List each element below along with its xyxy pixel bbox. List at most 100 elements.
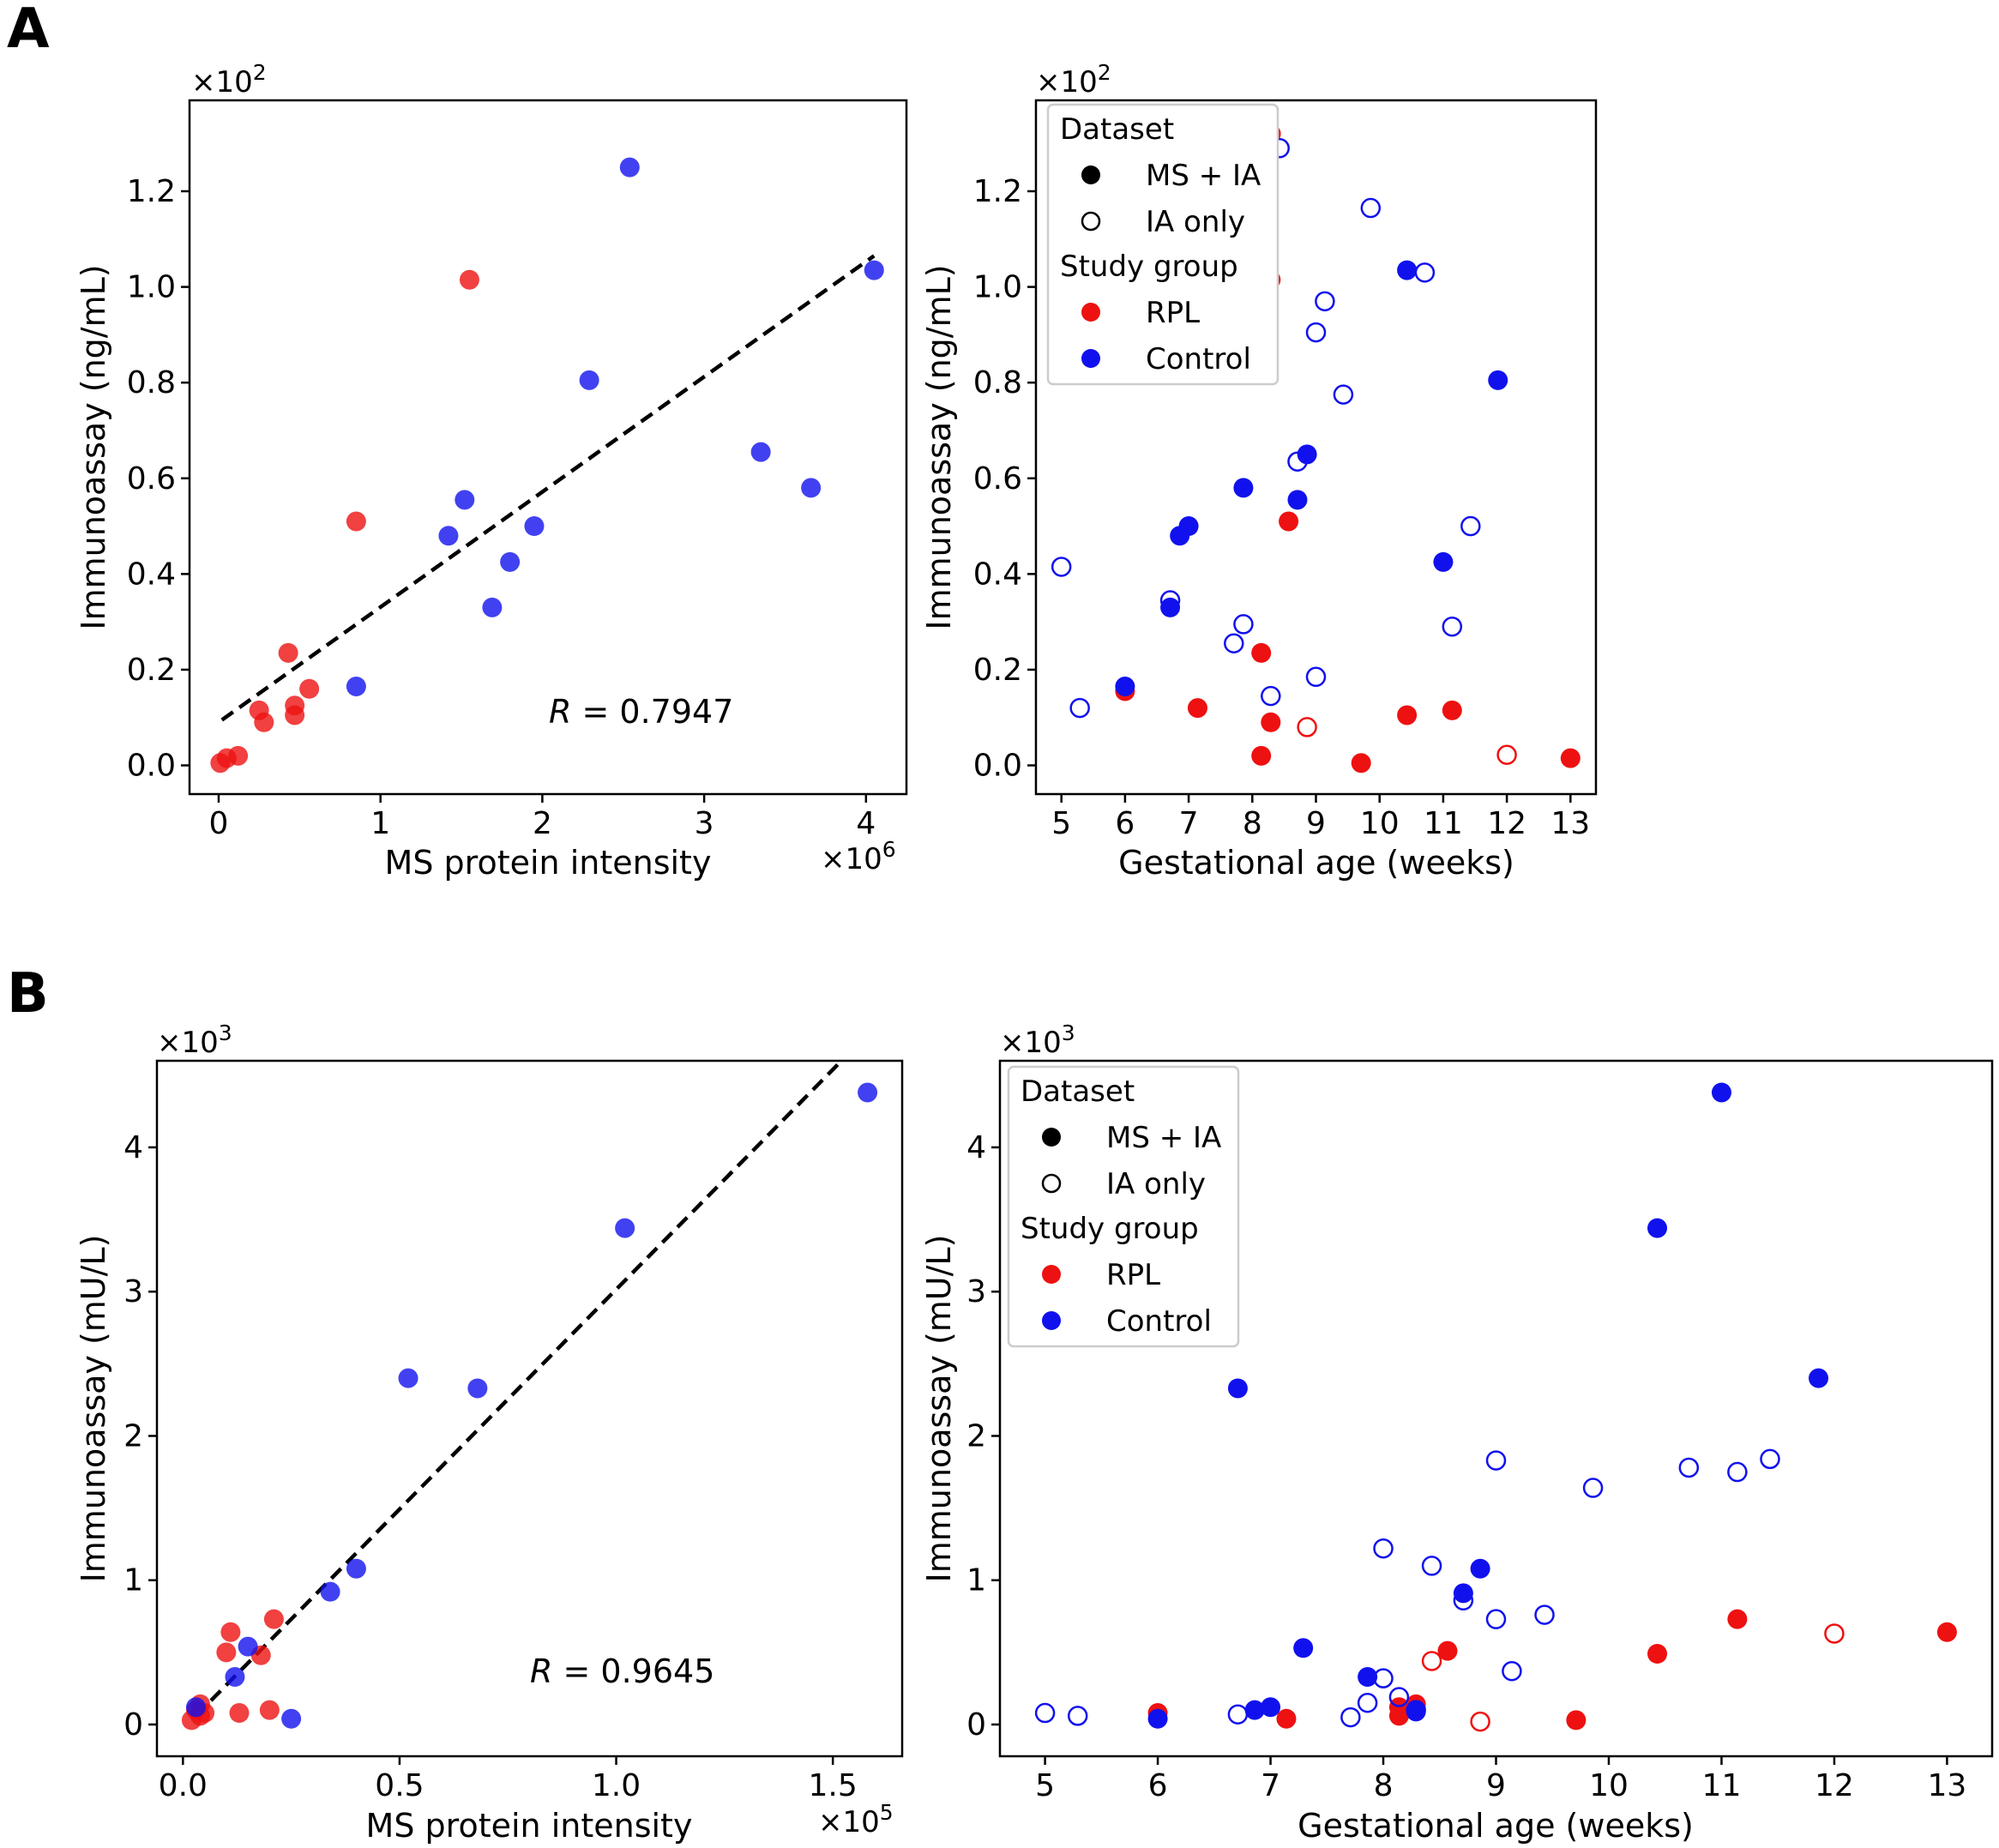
control-ia-only-point [1460, 515, 1481, 537]
legend-a-dataset-title: Dataset [1060, 112, 1174, 147]
rpl-point [1187, 698, 1207, 719]
x-tick-label: 0.0 [159, 1768, 208, 1803]
control-point [1711, 1082, 1731, 1103]
y-tick-label: 0.8 [973, 365, 1022, 400]
correlation-label: R = 0.9645 [530, 1652, 714, 1690]
regression-line [220, 254, 876, 722]
rpl-point [1727, 1609, 1748, 1629]
y-tick-label: 2 [966, 1418, 986, 1454]
control-ia-only-point [1357, 1692, 1378, 1713]
x-tick-label: 12 [1487, 806, 1526, 841]
rpl-point [229, 1703, 250, 1724]
y-axis-label: Immunoassay (ng/mL) [920, 264, 958, 629]
legend-a-ms-ia: MS + IA [1146, 159, 1261, 193]
control-ia-only-point [1534, 1604, 1555, 1625]
control-point [1488, 370, 1508, 390]
y-multiplier: ×102 [191, 60, 267, 99]
x-axis-label: MS protein intensity [385, 844, 712, 882]
y-tick-label: 1 [123, 1563, 143, 1598]
rpl-point [263, 1609, 284, 1629]
rpl-point [459, 269, 479, 290]
control-point [1647, 1218, 1668, 1238]
plot-frame [1034, 99, 1598, 796]
control-point [467, 1378, 488, 1399]
control-point [1293, 1638, 1314, 1658]
control-point [619, 157, 640, 178]
control-ia-only-point [1034, 1702, 1056, 1724]
legend-b-control-marker [1042, 1311, 1061, 1330]
rpl-point [1647, 1644, 1668, 1664]
control-point [1233, 478, 1254, 498]
control-ia-only-point [1067, 1706, 1088, 1726]
control-point [1297, 444, 1317, 465]
legend-a-rpl: RPL [1146, 296, 1200, 330]
x-tick-label: 7 [1179, 806, 1199, 841]
control-ia-only-point [1233, 614, 1254, 635]
control-ia-only-point [1305, 666, 1327, 688]
control-ia-only-point [1373, 1538, 1394, 1559]
control-point [438, 526, 459, 546]
control-point [524, 516, 545, 537]
x-tick-label: 1 [370, 806, 390, 841]
legend-a-group-title: Study group [1060, 250, 1238, 284]
control-point [1227, 1378, 1248, 1399]
control-point [225, 1666, 245, 1687]
control-ia-only-point [1373, 1668, 1394, 1688]
control-point [1358, 1666, 1378, 1687]
rpl-point [1279, 511, 1299, 532]
y-tick-label: 4 [966, 1130, 986, 1165]
legend-b-ia-only: IA only [1106, 1167, 1206, 1201]
x-tick-label: 5 [1051, 806, 1071, 841]
x-tick-label: 12 [1815, 1768, 1854, 1803]
y-axis-label: Immunoassay (mU/L) [920, 1235, 958, 1583]
legend-a: Dataset MS + IA IA only Study group RPL … [1046, 103, 1279, 386]
control-ia-only-point [1340, 1707, 1361, 1728]
control-ia-only-point [1421, 1556, 1442, 1576]
control-point [615, 1218, 635, 1238]
legend-b-filled-marker [1042, 1128, 1061, 1147]
x-tick-label: 3 [695, 806, 714, 841]
y-tick-label: 0.6 [973, 461, 1022, 497]
y-tick-label: 0.2 [973, 653, 1022, 688]
rpl-point [1276, 1708, 1297, 1729]
panel-label-b: B [7, 962, 49, 1026]
x-tick-label: 0 [209, 806, 229, 841]
x-tick-label: 9 [1306, 806, 1326, 841]
x-tick-label: 6 [1148, 1768, 1168, 1803]
control-ia-only-point [1678, 1457, 1700, 1478]
y-tick-label: 2 [123, 1418, 143, 1454]
x-tick-label: 8 [1374, 1768, 1394, 1803]
y-tick-label: 0.8 [127, 365, 176, 400]
control-point [750, 442, 771, 462]
x-multiplier: ×106 [821, 837, 896, 876]
panel-label-a: A [7, 0, 50, 61]
x-axis-label: MS protein intensity [366, 1807, 693, 1845]
y-multiplier: ×102 [1036, 60, 1111, 99]
rpl-point [254, 712, 274, 732]
control-point [801, 478, 822, 498]
correlation-label: R = 0.7947 [549, 693, 733, 731]
chart-b-left: 0.0 0.5 1.0 1.5 0 1 2 3 4 MS protein intensity Imm… [75, 1020, 904, 1845]
rpl-point [1397, 705, 1418, 725]
x-tick-label: 10 [1360, 806, 1400, 841]
y-axis-label: Immunoassay (ng/mL) [75, 264, 112, 629]
y-tick-label: 0.0 [973, 749, 1022, 784]
y-multiplier: ×103 [1000, 1020, 1075, 1060]
control-ia-only-point [1485, 1609, 1507, 1629]
control-point [1809, 1368, 1829, 1388]
control-ia-only-point [1360, 197, 1382, 219]
rpl-ia-only-point [1824, 1623, 1845, 1644]
y-tick-label: 1 [966, 1563, 986, 1598]
control-ia-only-point [1388, 1687, 1410, 1707]
control-point [1287, 490, 1308, 510]
control-ia-only-point [1305, 322, 1327, 343]
x-tick-label: 4 [856, 806, 876, 841]
rpl-ia-only-point [1496, 744, 1517, 765]
y-tick-label: 0 [123, 1707, 143, 1743]
x-tick-label: 0.5 [375, 1768, 424, 1803]
x-tick-label: 7 [1261, 1768, 1280, 1803]
rpl-point [1251, 642, 1272, 663]
x-tick-label: 8 [1243, 806, 1262, 841]
legend-a-control: Control [1146, 342, 1251, 376]
control-ia-only-point [1485, 1450, 1507, 1471]
